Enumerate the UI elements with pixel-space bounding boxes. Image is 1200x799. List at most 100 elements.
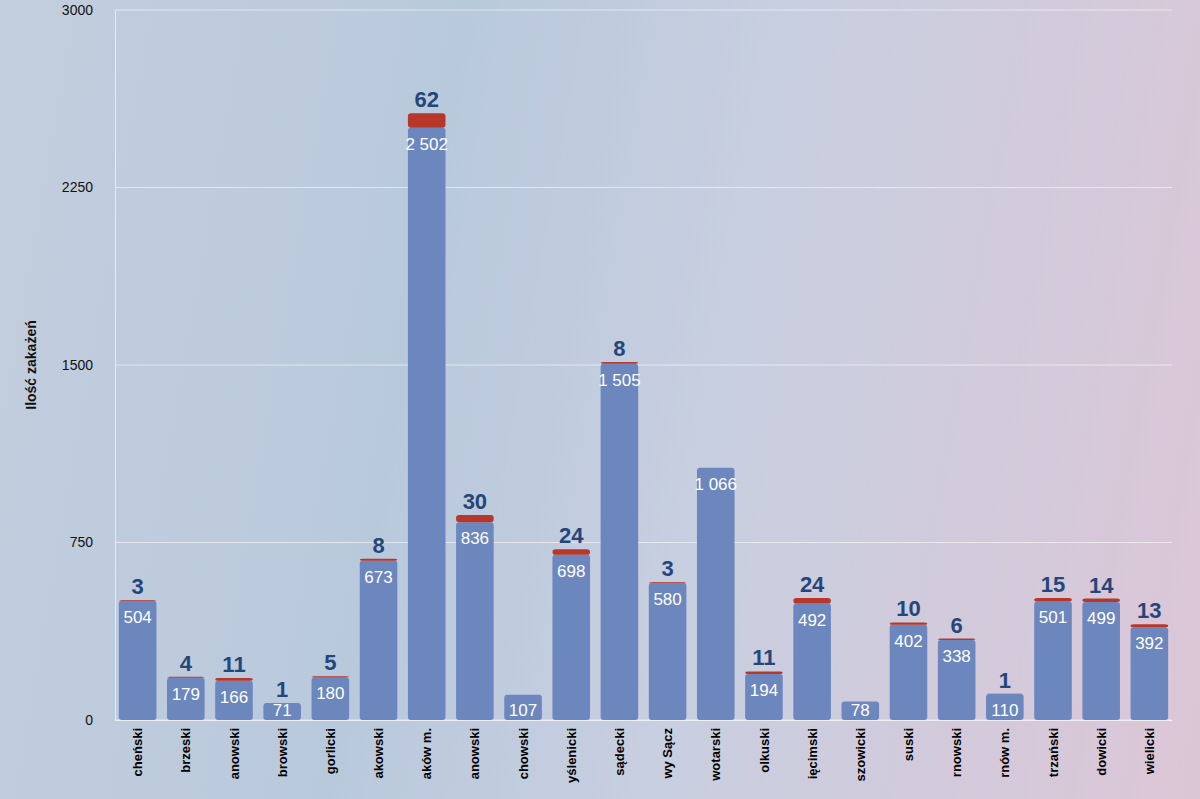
x-axis: cheński brzeski anowski browski gorlicki akow… [116,720,1173,783]
x-tick: dowicki [1094,720,1109,776]
bars [119,113,1168,720]
bar [938,639,976,640]
data-label: 402 [894,632,922,651]
data-label: 71 [273,701,292,720]
x-tick: anowski [227,720,242,779]
data-label: 30 [463,489,487,514]
data-label: 166 [220,688,248,707]
bar [215,681,253,720]
data-label: 11 [752,645,775,670]
y-axis-title: Ilość zakażeń [23,320,39,410]
bar [601,364,639,720]
y-tick-label: 2250 [62,179,93,195]
x-tick-label: sądecki [612,728,627,776]
x-tick: ięcimski [805,720,820,779]
x-tick: rnów m. [997,720,1012,778]
y-tick-label: 1500 [62,357,93,373]
y-tick: 2250 [62,179,115,195]
bar [119,600,157,602]
data-label: 492 [798,611,826,630]
y-tick: 0 [85,712,115,728]
grid-line [115,10,1172,11]
data-label: 504 [123,608,151,627]
bar [1034,598,1072,602]
x-tick: wotarski [708,720,723,782]
data-label: 110 [991,701,1018,720]
data-label: 78 [851,701,870,720]
bar [697,468,735,720]
grid-line [115,187,1172,188]
bar [312,676,350,677]
data-label: 4 [180,651,193,676]
x-tick-label: akowski [371,728,386,779]
x-tick-label: brzeski [178,728,193,773]
data-label: 580 [653,590,681,609]
x-tick-label: gorlicki [323,728,338,774]
data-label: 1 066 [694,475,737,494]
data-label: 673 [364,568,392,587]
x-tick: olkuski [756,720,771,773]
x-tick: suski [901,720,916,761]
bar [312,677,350,720]
x-tick-label: cheński [130,728,145,776]
data-label: 15 [1041,572,1065,597]
bar [119,601,157,720]
x-tick-label: rnowski [949,728,964,777]
data-label: 392 [1135,634,1163,653]
bar [360,559,398,561]
x-tick-label: wotarski [708,728,723,782]
x-tick-label: dowicki [1094,728,1109,776]
x-tick: trzański [1046,720,1061,777]
y-tick-label: 0 [85,712,93,728]
data-label: 338 [942,647,970,666]
grid [115,10,1172,720]
bar [408,113,446,128]
y-tick-label: 3000 [62,2,93,18]
x-tick-label: ięcimski [805,728,820,779]
data-labels: 504179166711806732 5028361076981 5055801… [123,87,1163,720]
x-tick: chowski [516,720,531,779]
x-axis-line [116,720,1173,721]
bar [601,362,639,364]
bar [745,674,783,720]
bar [552,555,590,720]
data-label: 11 [222,652,245,677]
data-label: 13 [1137,598,1161,623]
bar [986,694,1024,720]
y-tick: 750 [70,534,115,550]
y-tick: 1500 [62,357,115,373]
x-tick: wielicki [1142,720,1157,775]
x-tick: rnowski [949,720,964,777]
x-tick-label: olkuski [756,728,771,773]
bar [360,561,398,720]
x-tick-label: suski [901,728,916,761]
bar [167,678,205,720]
data-label: 8 [613,336,625,361]
data-label: 1 [999,668,1011,693]
bar [793,604,831,720]
bar [215,678,253,681]
bar [842,702,880,720]
data-label: 836 [461,529,489,548]
data-label: 10 [896,596,920,621]
x-tick-label: browski [275,728,290,777]
bar [1131,627,1169,720]
series-1 [119,113,1168,703]
bar [552,549,590,555]
x-tick-label: trzański [1046,728,1061,777]
data-label: 698 [557,562,585,581]
bar [938,640,976,720]
x-tick-label: aków m. [419,728,434,779]
bar [745,671,783,674]
data-label: 179 [172,685,200,704]
x-tick-label: yślenicki [564,728,579,783]
data-label: 107 [509,701,537,720]
data-label: 24 [559,523,584,548]
data-label: 24 [800,572,825,597]
data-label: 62 [414,87,438,112]
bar [649,582,687,584]
grid-line [115,542,1172,543]
y-axis-line [115,11,116,721]
x-tick: sądecki [612,720,627,776]
data-label: 8 [372,533,384,558]
